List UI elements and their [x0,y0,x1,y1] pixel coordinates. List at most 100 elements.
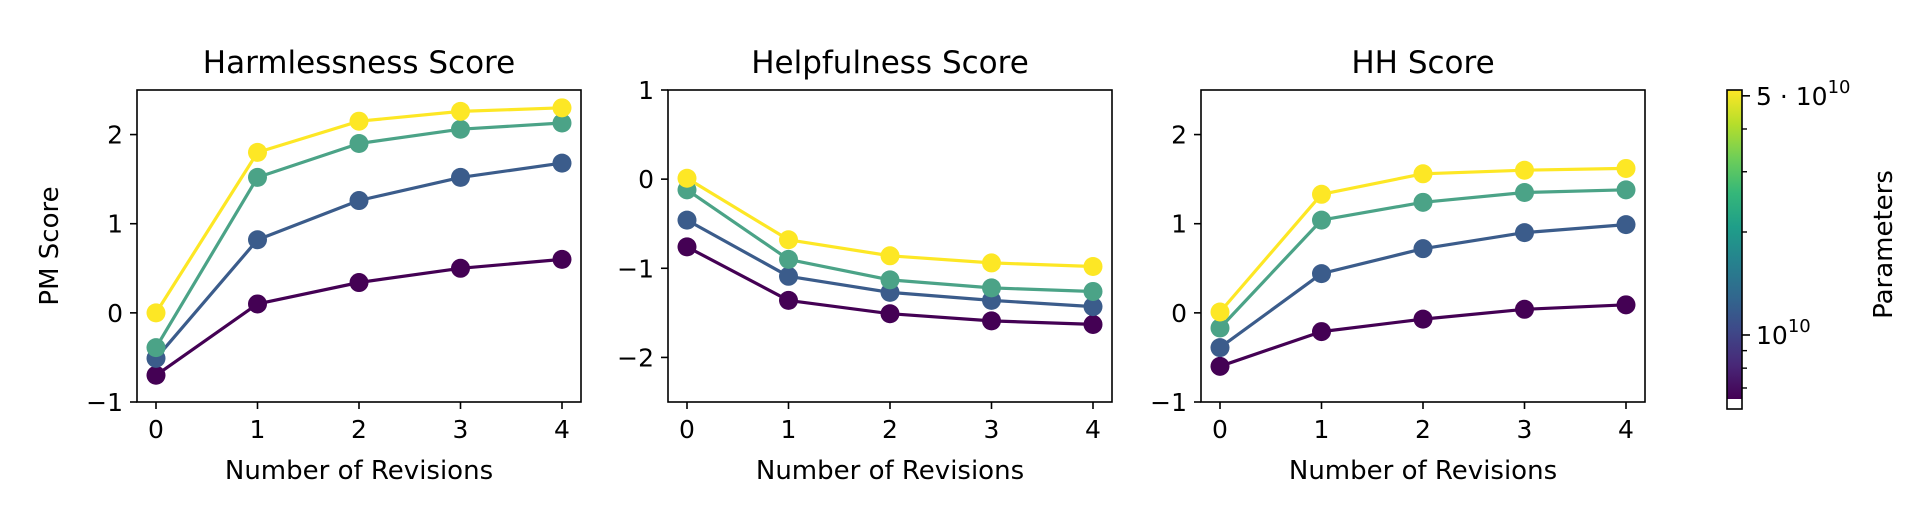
y-tick-label: −1 [1150,388,1187,417]
y-tick-label: −1 [86,388,123,417]
data-point [982,311,1001,331]
data-point [779,230,798,250]
data-point [982,253,1001,273]
colorbar-tick-label: 1010 [1756,316,1811,350]
data-point [1515,223,1534,243]
x-tick-label: 4 [1618,415,1634,444]
tick-mantissa: 5 · [1756,82,1796,111]
x-tick-label: 1 [781,415,797,444]
y-tick-label: 2 [1171,121,1187,150]
x-tick-label: 0 [679,415,695,444]
data-point [349,191,369,211]
data-point [1515,160,1534,180]
x-tick-label: 3 [453,415,469,444]
y-tick-label: 2 [107,121,123,150]
tick-exponent: 10 [1788,316,1811,337]
x-tick-label: 3 [984,415,1000,444]
x-tick-label: 3 [1517,415,1533,444]
data-point [677,237,697,257]
data-point [1413,192,1433,212]
y-tick-label: 1 [638,76,654,105]
data-point [1413,309,1433,329]
x-tick-label: 2 [1415,415,1431,444]
data-point [451,101,470,121]
x-tick-label: 2 [882,415,898,444]
tick-base: 10 [1756,321,1788,350]
data-point [880,270,900,290]
y-tick-label: −2 [617,343,654,372]
data-point [1083,257,1103,277]
data-point [552,113,572,133]
y-tick-label: 1 [1171,210,1187,239]
data-point [779,249,798,269]
data-point [982,278,1001,298]
panel-title: Harmlessness Score [203,45,515,81]
panel-2: Helpfulness Score 0 1 2 3 4 −2 −1 0 1 Number of Re… [617,45,1113,486]
data-point [1616,215,1636,235]
data-point [146,303,166,323]
data-point [248,294,267,314]
data-point [451,119,470,139]
colorbar-label: Parameters [1869,170,1899,319]
data-point [248,167,267,187]
series-line-3 [154,121,563,349]
x-tick-label: 2 [351,415,367,444]
y-tick-label: 1 [107,210,123,239]
data-point [1210,302,1230,322]
panel-title: HH Score [1351,45,1494,81]
x-tick-label: 1 [250,415,266,444]
data-point [1083,281,1103,301]
data-point [677,210,697,230]
x-axis-label: Number of Revisions [225,456,493,486]
panel-title: Helpfulness Score [751,45,1029,81]
data-point [1312,264,1331,284]
data-point [1210,338,1230,358]
data-point [1312,210,1331,230]
data-point [552,98,572,118]
data-point [677,168,697,188]
data-point [779,266,798,286]
data-point [1210,318,1230,338]
colorbar-fill [1727,90,1742,399]
data-point [146,338,166,358]
y-tick-label: 0 [638,165,654,194]
panel-1: Harmlessness Score 0 1 2 3 4 −1 0 1 2 Number of Re… [35,45,582,486]
data-point [779,290,798,310]
data-point [1616,295,1636,315]
x-tick-label: 1 [1314,415,1330,444]
data-point [349,273,369,293]
data-point [1210,356,1230,376]
x-tick-label: 4 [1085,415,1101,444]
data-point [248,230,267,250]
data-point [1616,180,1636,200]
data-point [552,249,572,269]
data-point [248,142,267,162]
data-point [349,111,369,131]
data-point [1515,183,1534,203]
x-tick-label: 4 [554,415,570,444]
colorbar-tick-label: 5 · 1010 [1756,77,1850,111]
data-point [146,365,166,385]
data-point [1312,322,1331,342]
y-tick-label: −1 [617,254,654,283]
data-point [880,304,900,324]
data-point [880,246,900,266]
data-point [1515,299,1534,319]
y-tick-label: 0 [1171,299,1187,328]
colorbar-frame [1726,89,1743,410]
y-axis-label: PM Score [35,186,65,305]
data-point [1083,297,1103,317]
data-point [451,167,470,187]
data-point [1413,239,1433,259]
tick-exponent: 10 [1828,77,1851,98]
data-point [1312,184,1331,204]
y-tick-label: 0 [107,299,123,328]
data-point [1616,158,1636,178]
panel-3: HH Score 0 1 2 3 4 −1 0 1 2 Number of Revisions [1150,45,1646,486]
data-point [451,258,470,278]
x-axis-label: Number of Revisions [1289,456,1557,486]
tick-base: 10 [1796,82,1828,111]
data-point [349,133,369,153]
x-axis-label: Number of Revisions [756,456,1024,486]
